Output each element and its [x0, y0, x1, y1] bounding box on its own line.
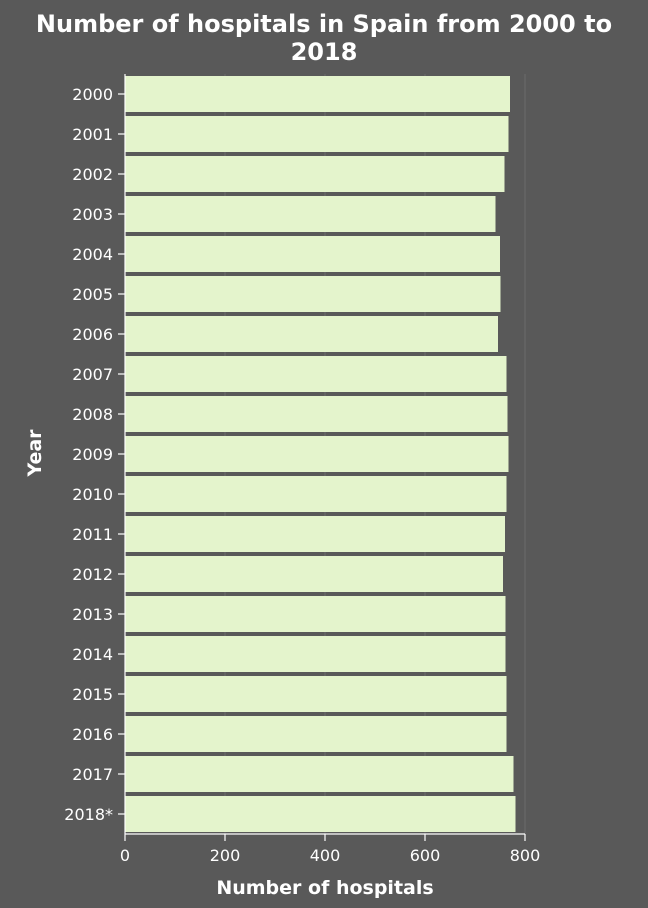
bar-2002 — [125, 156, 505, 192]
y-tick-label-2014: 2014 — [72, 645, 113, 664]
y-tick-label-2001: 2001 — [72, 125, 113, 144]
y-tick-label-2000: 2000 — [72, 85, 113, 104]
y-tick-label-2005: 2005 — [72, 285, 113, 304]
chart-title-line-2: 2018 — [291, 38, 358, 66]
y-tick-label-2009: 2009 — [72, 445, 113, 464]
y-tick-label-2010: 2010 — [72, 485, 113, 504]
bar-2017 — [125, 756, 514, 792]
chart-title-line-1: Number of hospitals in Spain from 2000 t… — [36, 10, 612, 38]
bars — [125, 76, 516, 832]
bar-2011 — [125, 516, 505, 552]
bar-2010 — [125, 476, 507, 512]
y-tick-label-2008: 2008 — [72, 405, 113, 424]
bar-2016 — [125, 716, 507, 752]
y-tick-label-2003: 2003 — [72, 205, 113, 224]
x-tick-label-200: 200 — [210, 846, 241, 865]
bar-2008 — [125, 396, 508, 432]
y-tick-label-2011: 2011 — [72, 525, 113, 544]
y-tick-label-2002: 2002 — [72, 165, 113, 184]
x-tick-label-800: 800 — [510, 846, 541, 865]
bar-2003 — [125, 196, 496, 232]
y-tick-label-2007: 2007 — [72, 365, 113, 384]
bar-2018 — [125, 796, 516, 832]
axes: 2000200120022003200420052006200720082009… — [64, 74, 540, 865]
bar-2001 — [125, 116, 509, 152]
y-axis-title: Year — [24, 429, 46, 478]
y-tick-label-2004: 2004 — [72, 245, 113, 264]
y-tick-label-2012: 2012 — [72, 565, 113, 584]
y-tick-label-2018: 2018* — [64, 805, 113, 824]
bar-2009 — [125, 436, 509, 472]
x-tick-label-600: 600 — [410, 846, 441, 865]
bar-2006 — [125, 316, 498, 352]
x-axis-title: Number of hospitals — [216, 877, 433, 899]
y-tick-label-2013: 2013 — [72, 605, 113, 624]
bar-2015 — [125, 676, 507, 712]
x-tick-label-0: 0 — [120, 846, 130, 865]
bar-2013 — [125, 596, 506, 632]
bar-2007 — [125, 356, 507, 392]
y-tick-label-2015: 2015 — [72, 685, 113, 704]
bar-2014 — [125, 636, 506, 672]
bar-2000 — [125, 76, 510, 112]
bar-2005 — [125, 276, 501, 312]
y-tick-label-2017: 2017 — [72, 765, 113, 784]
y-tick-label-2016: 2016 — [72, 725, 113, 744]
y-tick-label-2006: 2006 — [72, 325, 113, 344]
bar-2012 — [125, 556, 503, 592]
bar-2004 — [125, 236, 500, 272]
x-tick-label-400: 400 — [310, 846, 341, 865]
